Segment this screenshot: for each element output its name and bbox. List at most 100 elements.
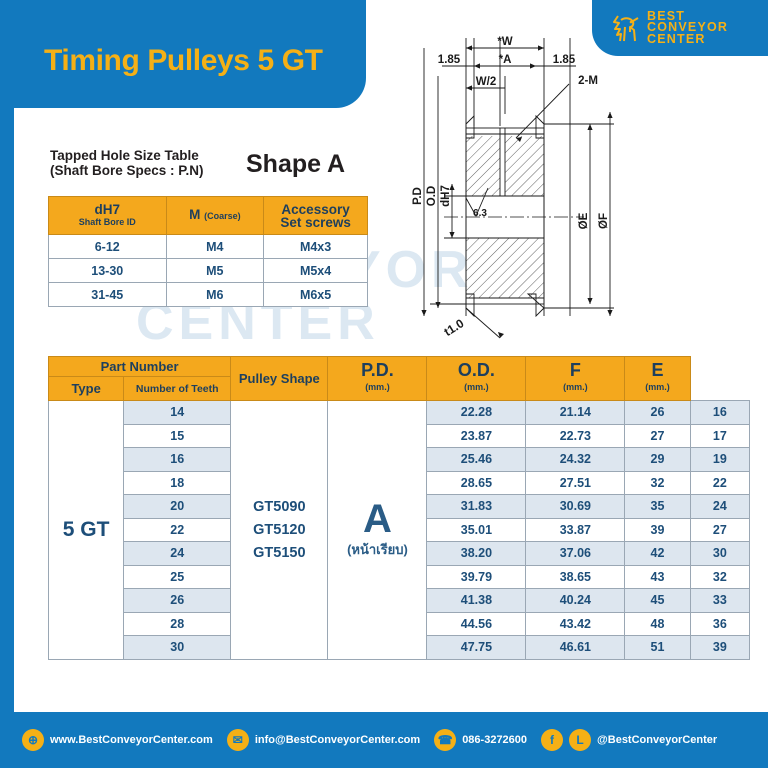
td-pd: 39.79 bbox=[426, 564, 527, 589]
envelope-icon[interactable]: ✉ bbox=[226, 729, 249, 751]
td-f: 35 bbox=[624, 494, 691, 519]
td-f: 43 bbox=[624, 564, 691, 589]
dim-left-label: 1.85 bbox=[438, 54, 461, 66]
th-pd: P.D. (mm.) bbox=[327, 356, 428, 401]
td-f: 29 bbox=[624, 447, 691, 472]
th-m: M (Coarse) bbox=[165, 196, 265, 235]
belt-code: GT5090 bbox=[253, 498, 306, 515]
td-pd: 35.01 bbox=[426, 517, 527, 542]
th-dh7: dH7 Shaft Bore ID bbox=[48, 196, 167, 235]
td-od: 38.65 bbox=[525, 564, 626, 589]
td-f: 45 bbox=[624, 588, 691, 613]
t-label: t1.0 bbox=[441, 316, 466, 339]
dim-w-label: *W bbox=[497, 36, 512, 48]
td-type: 5 GT bbox=[47, 400, 125, 660]
dim-a-label: *A bbox=[499, 54, 512, 66]
th-accessory: Accessory Set screws bbox=[263, 196, 368, 235]
td-f: 26 bbox=[624, 400, 691, 425]
tapped-hole-title-line2: (Shaft Bore Specs : P.N) bbox=[50, 163, 204, 178]
title-block: Timing Pulleys 5 GT bbox=[14, 0, 366, 108]
td-screw: M6x5 bbox=[263, 282, 368, 307]
td-m: M6 bbox=[165, 282, 265, 307]
td-teeth: 25 bbox=[123, 564, 232, 589]
table-row: 25 39.79 38.65 43 32 bbox=[49, 564, 751, 589]
td-applicable-belt: GT5090 GT5120 GT5150 bbox=[230, 400, 329, 660]
spec-sheet: 🦌 BEST CONVEYOR CENTER สินค้าโรงงาน แนะน… bbox=[14, 0, 768, 712]
table-row: 20 31.83 30.69 35 24 bbox=[49, 494, 751, 519]
th-f: F (mm.) bbox=[525, 356, 626, 401]
brand-logo: BEST CONVEYOR CENTER bbox=[592, 0, 768, 56]
table-row: 5 GT 14 GT5090 GT5120 GT5150 A (หน้าเรียบ) 22.2… bbox=[47, 400, 751, 660]
td-pd: 31.83 bbox=[426, 494, 527, 519]
td-teeth: 30 bbox=[123, 635, 232, 660]
table-row: 30 47.75 46.61 51 39 bbox=[49, 635, 751, 660]
th-m-sub: (Coarse) bbox=[204, 211, 241, 221]
th-pulley-shape: Pulley Shape bbox=[230, 356, 329, 401]
footer-text: @BestConveyorCenter bbox=[597, 734, 718, 746]
td-od: 40.24 bbox=[525, 588, 626, 613]
footer-text: info@BestConveyorCenter.com bbox=[254, 734, 421, 746]
td-od: 37.06 bbox=[525, 541, 626, 566]
td-f: 32 bbox=[624, 470, 691, 495]
f-diameter-label: ØF bbox=[598, 213, 610, 229]
td-e: 33 bbox=[689, 588, 751, 613]
th-m-main: M bbox=[189, 207, 201, 222]
td-pd: 22.28 bbox=[426, 400, 527, 425]
dim-right-label: 1.85 bbox=[553, 54, 576, 66]
td-e: 30 bbox=[689, 541, 751, 566]
td-teeth: 24 bbox=[123, 541, 232, 566]
dim-2m-label: 2-M bbox=[578, 75, 598, 87]
pulley-spec-body: 5 GT 14 GT5090 GT5120 GT5150 A (หน้าเรียบ) 22.2… bbox=[47, 400, 751, 660]
tapped-hole-header-row: dH7 Shaft Bore ID M (Coarse) Accessory S… bbox=[48, 196, 368, 235]
line-icon[interactable]: L bbox=[569, 729, 592, 751]
td-f: 48 bbox=[624, 611, 691, 636]
dh7-label: dH7 bbox=[440, 185, 452, 207]
td-od: 27.51 bbox=[525, 470, 626, 495]
th-od-main: O.D. bbox=[457, 359, 495, 380]
logo-line-3: CENTER bbox=[647, 31, 706, 46]
shape-thai-label: (หน้าเรียบ) bbox=[347, 542, 408, 558]
phone-icon[interactable]: ☎ bbox=[434, 729, 457, 751]
td-screw: M5x4 bbox=[263, 258, 368, 283]
td-od: 46.61 bbox=[525, 635, 626, 660]
td-e: 36 bbox=[689, 611, 751, 636]
table-row: 18 28.65 27.51 32 22 bbox=[49, 470, 751, 495]
td-teeth: 15 bbox=[123, 423, 232, 448]
td-od: 30.69 bbox=[525, 494, 626, 519]
table-row: 26 41.38 40.24 45 33 bbox=[49, 588, 751, 613]
td-od: 24.32 bbox=[525, 447, 626, 472]
facebook-icon[interactable]: f bbox=[541, 729, 564, 751]
shape-letter: A bbox=[362, 497, 392, 542]
th-pd-unit: (mm.) bbox=[365, 381, 390, 392]
e-diameter-label: ØE bbox=[578, 212, 590, 229]
main-header-row-bottom: Type Number of Teeth bbox=[47, 376, 750, 401]
tapped-hole-row: 31-45 M6 M6x5 bbox=[48, 282, 368, 307]
td-pd: 47.75 bbox=[426, 635, 527, 660]
th-type: Type bbox=[47, 376, 125, 401]
td-bore: 6-12 bbox=[48, 234, 167, 259]
td-od: 22.73 bbox=[525, 423, 626, 448]
td-e: 17 bbox=[689, 423, 751, 448]
td-teeth: 18 bbox=[123, 470, 232, 495]
footer-text: 086-3272600 bbox=[462, 734, 528, 746]
globe-icon[interactable]: ⊕ bbox=[22, 729, 44, 751]
pulley-cross-section-svg: *W *A 1.85 1.85 W/2 2-M 6.3 t1.0 P.D O.D… bbox=[412, 36, 614, 339]
td-f: 42 bbox=[624, 541, 691, 566]
th-od: O.D. (mm.) bbox=[426, 356, 527, 401]
footer-text: www.BestConveyorCenter.com bbox=[50, 734, 213, 746]
pulley-spec-table: Part Number Pulley Shape P.D. (mm.) O.D.… bbox=[47, 356, 751, 660]
tapped-hole-title-line1: Tapped Hole Size Table bbox=[50, 148, 199, 163]
logo-line-1: BEST bbox=[647, 8, 686, 23]
th-e-main: E bbox=[651, 359, 664, 380]
td-teeth: 20 bbox=[123, 494, 232, 519]
td-e: 19 bbox=[689, 447, 751, 472]
table-row: 16 25.46 24.32 29 19 bbox=[49, 447, 751, 472]
td-teeth: 16 bbox=[123, 447, 232, 472]
main-header-row-top: Part Number Pulley Shape P.D. (mm.) O.D.… bbox=[47, 356, 750, 401]
th-od-unit: (mm.) bbox=[464, 381, 489, 392]
tapped-hole-row: 6-12 M4 M4x3 bbox=[48, 234, 368, 259]
td-teeth: 28 bbox=[123, 611, 232, 636]
td-f: 51 bbox=[624, 635, 691, 660]
td-e: 22 bbox=[689, 470, 751, 495]
table-row: 15 23.87 22.73 27 17 bbox=[49, 423, 751, 448]
